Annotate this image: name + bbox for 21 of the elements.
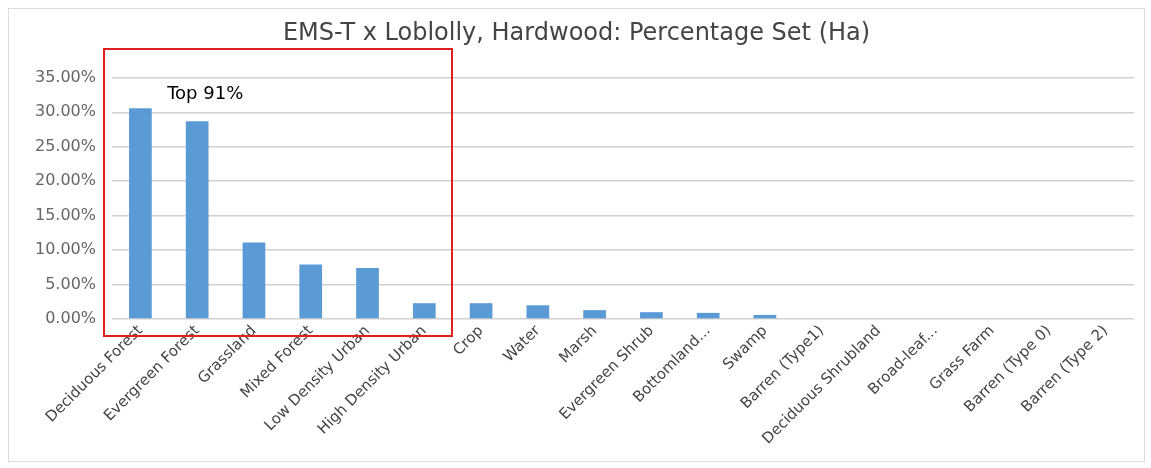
bar — [412, 303, 436, 319]
bar — [356, 268, 379, 319]
y-tick-label: 20.00% — [34, 170, 97, 190]
y-tick-label: 0.00% — [45, 308, 97, 328]
y-tick-label: 5.00% — [45, 273, 97, 293]
bar — [696, 312, 720, 319]
y-tick-label: 10.00% — [34, 239, 97, 259]
y-tick-label: 30.00% — [34, 101, 97, 121]
y-tick-label: 25.00% — [34, 135, 97, 155]
bar — [640, 312, 663, 319]
chart-title: EMS-T x Loblolly, Hardwood: Percentage Set (Ha) — [282, 17, 871, 46]
annotation: Top 91% — [166, 82, 244, 104]
y-tick-label: 15.00% — [34, 204, 97, 224]
bar — [185, 121, 209, 319]
bar — [129, 108, 152, 319]
bar — [469, 303, 493, 319]
bar — [526, 305, 550, 319]
bar — [299, 264, 323, 319]
y-tick-label: 35.00% — [34, 66, 97, 86]
bar — [242, 242, 266, 319]
bar — [583, 310, 606, 319]
